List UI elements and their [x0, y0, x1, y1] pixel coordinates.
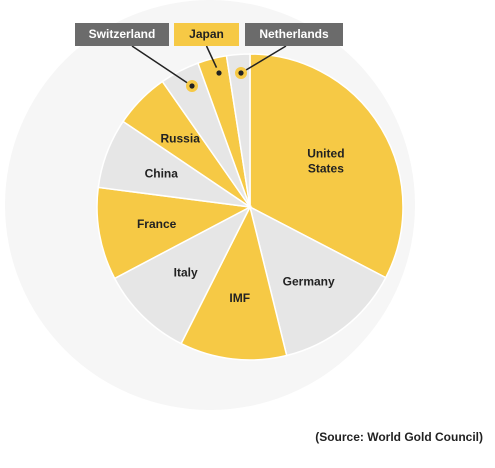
pie-slice-france — [96, 186, 253, 280]
callout-netherlands: Netherlands — [245, 23, 343, 46]
pie-slice-italy — [113, 205, 252, 345]
leader-line-netherlands — [240, 45, 287, 74]
pie-slice-imf — [180, 204, 288, 361]
pie-label-united-states: United States — [307, 146, 344, 175]
pie-slices — [96, 53, 404, 361]
pie-slice-netherlands — [225, 53, 251, 208]
pie-labels: United States Germany IMF Italy France China Ru… — [137, 131, 345, 305]
callout-switzerland: Switzerland — [75, 23, 169, 46]
source-note: (Source: World Gold Council) — [315, 430, 483, 444]
pie-label-imf: IMF — [229, 291, 250, 305]
pie-label-italy: Italy — [174, 265, 198, 279]
leader-dot-japan — [216, 70, 222, 76]
pie-label-russia: Russia — [161, 131, 201, 145]
pie-label-germany: Germany — [283, 275, 335, 289]
leader-dot-switzerland — [189, 83, 195, 89]
pie-label-france: France — [137, 217, 177, 231]
leader-dot-netherlands — [238, 70, 244, 76]
leader-line-switzerland — [131, 45, 193, 87]
callout-leaders — [131, 45, 287, 92]
pie-slice-germany — [248, 205, 387, 357]
pie-label-china: China — [145, 166, 179, 180]
callout-japan: Japan — [174, 23, 239, 46]
pie-slice-united-states — [249, 53, 404, 279]
